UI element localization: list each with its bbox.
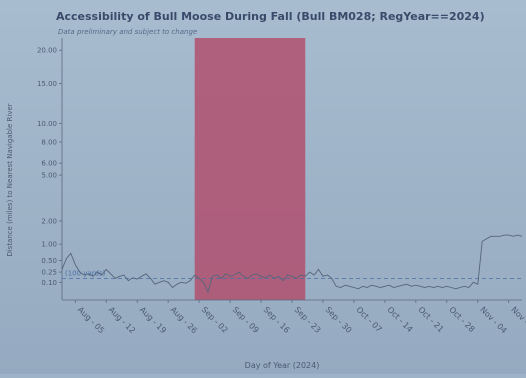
y-tick-label: 2.00 (41, 218, 57, 226)
y-tick-label: 0.10 (41, 279, 57, 287)
series-line (61, 234, 523, 294)
y-tick-label: 20.00 (37, 47, 57, 55)
x-tick-label: Oct - 14 (385, 305, 414, 334)
y-tick-label: 5.00 (41, 172, 57, 180)
highlight-band (194, 38, 306, 300)
reference-line-label: (100 yards) (65, 269, 106, 277)
x-tick-label: Sep - 30 (324, 305, 354, 335)
y-tick-label: 10.00 (37, 120, 57, 128)
y-axis-label: Distance (miles) to Nearest Navigable Ri… (6, 103, 14, 256)
x-tick-label: Aug - 19 (138, 305, 168, 335)
y-tick-label: 6.00 (41, 160, 57, 168)
x-tick-label: Aug - 12 (107, 305, 137, 335)
x-tick-label: Sep - 09 (231, 305, 261, 335)
y-tick-label: 0.50 (41, 257, 57, 265)
x-tick-label: Aug - 05 (76, 305, 106, 335)
x-axis-label: Day of Year (2024) (245, 361, 320, 370)
x-tick-label: Sep - 02 (200, 305, 230, 335)
y-tick-label: 15.00 (37, 80, 57, 88)
y-tick-label: 8.00 (41, 139, 57, 147)
x-tick-label: Aug - 26 (169, 305, 199, 335)
x-tick-label: Oct - 21 (416, 305, 445, 334)
y-tick-label: 1.00 (41, 241, 57, 249)
chart-title: Accessibility of Bull Moose During Fall … (56, 10, 485, 23)
x-tick-label: Nov - 04 (478, 305, 508, 335)
chart-subtitle: Data preliminary and subject to change (58, 28, 197, 36)
x-tick-label: Sep - 23 (293, 305, 323, 335)
x-tick-label: Sep - 16 (262, 305, 292, 335)
x-tick-label: Oct - 28 (447, 305, 476, 334)
x-tick-label: Oct - 07 (355, 305, 384, 334)
x-tick-label: Nov - 11 (509, 305, 526, 335)
y-tick-label: 0.25 (41, 269, 57, 277)
